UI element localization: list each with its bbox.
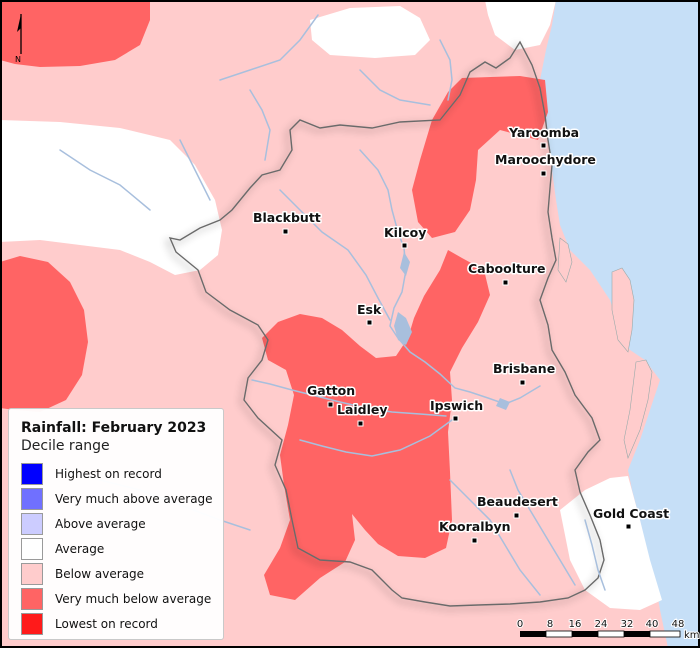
town-label: Gatton (307, 383, 355, 398)
island (557, 237, 573, 283)
town-label: Caboolture (468, 261, 546, 276)
town-kooralbyn: Kooralbyn (438, 518, 512, 544)
legend-swatch (21, 562, 43, 585)
legend: Rainfall: February 2023 Decile range Hig… (8, 408, 224, 640)
island (611, 267, 635, 353)
town-markers: Yaroomba Maroochydore Blackbutt Kilcoy C… (252, 124, 671, 544)
legend-label: Very much below average (55, 591, 212, 606)
scale-tick-label: 40 (646, 619, 659, 630)
town-esk: Esk (356, 301, 383, 326)
legend-label: Highest on record (55, 466, 162, 481)
legend-item-average: Average (21, 536, 213, 561)
town-brisbane: Brisbane (492, 360, 557, 386)
very-much-below-area (0, 0, 150, 67)
town-label: Yaroomba (508, 125, 579, 140)
town-caboolture: Caboolture (467, 260, 547, 286)
dams (394, 252, 510, 410)
legend-swatch (21, 487, 43, 510)
legend-label: Above average (55, 516, 146, 531)
town-gold-coast: Gold Coast (592, 505, 671, 530)
legend-title: Rainfall: February 2023 (21, 420, 207, 436)
town-maroochydore: Maroochydore (494, 151, 597, 177)
scale-tick-label: 0 (517, 619, 523, 630)
legend-label: Below average (55, 566, 145, 581)
legend-swatch (21, 587, 43, 610)
town-label: Esk (357, 302, 382, 317)
town-beaudesert: Beaudesert (476, 493, 559, 519)
legend-item-lowest: Lowest on record (21, 611, 213, 636)
legend-swatch (21, 537, 43, 560)
north-arrow-icon: N (15, 14, 22, 64)
legend-swatch (21, 462, 43, 485)
town-label: Ipswich (430, 398, 483, 413)
very-much-below-area (262, 250, 490, 600)
average-area (310, 6, 430, 58)
average-area (0, 120, 222, 275)
very-much-below-area (412, 76, 548, 238)
scale-tick-label: 24 (595, 619, 608, 630)
legend-item-above: Above average (21, 511, 213, 536)
legend-label: Average (55, 541, 105, 556)
town-label: Maroochydore (495, 152, 596, 167)
town-blackbutt: Blackbutt (252, 209, 322, 235)
legend-label: Lowest on record (55, 616, 158, 631)
very-much-below-area (0, 256, 88, 412)
legend-item-highest: Highest on record (21, 461, 213, 486)
town-label: Kilcoy (384, 225, 426, 240)
scale-tick-label: 16 (569, 619, 582, 630)
legend-subtitle: Decile range (21, 438, 110, 454)
town-label: Blackbutt (253, 210, 321, 225)
legend-item-very-much-below: Very much below average (21, 586, 213, 611)
town-gatton: Gatton (306, 382, 357, 408)
town-label: Beaudesert (477, 494, 558, 509)
legend-swatch (21, 612, 43, 635)
scale-tick-label: 8 (547, 619, 553, 630)
scale-tick-label: 32 (621, 619, 634, 630)
island (623, 359, 653, 459)
legend-swatch (21, 512, 43, 535)
scale-bar: 0 8 16 24 32 40 48 km (516, 618, 700, 642)
legend-label: Very much above average (55, 491, 213, 506)
town-label: Brisbane (493, 361, 555, 376)
town-yaroomba: Yaroomba (507, 124, 581, 149)
average-area (560, 476, 662, 610)
catchment-boundary (168, 40, 605, 607)
town-label: Laidley (337, 402, 388, 417)
town-kilcoy: Kilcoy (383, 224, 428, 249)
town-laidley: Laidley (336, 401, 389, 427)
average-area (485, 0, 556, 50)
town-label: Kooralbyn (439, 519, 511, 534)
legend-item-below: Below average (21, 561, 213, 586)
town-label: Gold Coast (593, 506, 669, 521)
legend-item-very-much-above: Very much above average (21, 486, 213, 511)
scale-unit-label: km (684, 630, 700, 641)
north-label: N (15, 55, 21, 64)
town-ipswich: Ipswich (429, 397, 485, 422)
scale-tick-label: 48 (672, 619, 685, 630)
